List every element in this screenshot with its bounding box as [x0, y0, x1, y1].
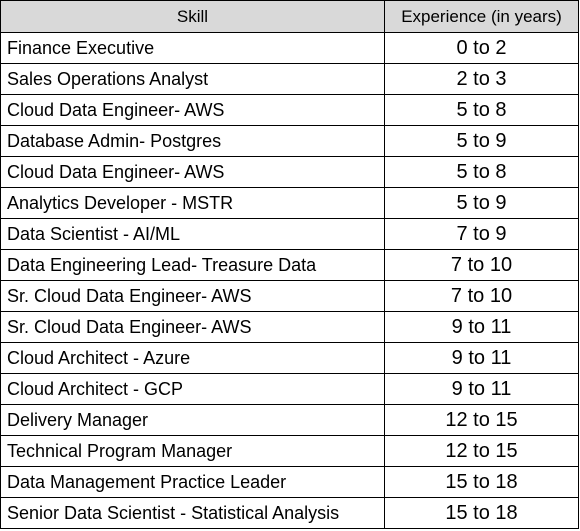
table-row: Data Management Practice Leader 15 to 18 [0, 466, 579, 498]
skill-cell: Data Scientist - AI/ML [0, 218, 385, 250]
experience-cell: 15 to 18 [384, 497, 579, 529]
table-row: Delivery Manager 12 to 15 [0, 404, 579, 436]
table-header: Skill Experience (in years) [0, 0, 579, 33]
experience-cell: 0 to 2 [384, 32, 579, 64]
experience-cell: 7 to 10 [384, 280, 579, 312]
experience-cell: 7 to 9 [384, 218, 579, 250]
experience-cell: 9 to 11 [384, 311, 579, 343]
experience-cell: 12 to 15 [384, 404, 579, 436]
skill-cell: Finance Executive [0, 32, 385, 64]
skill-cell: Sr. Cloud Data Engineer- AWS [0, 280, 385, 312]
skill-cell: Technical Program Manager [0, 435, 385, 467]
skill-cell: Data Engineering Lead- Treasure Data [0, 249, 385, 281]
table-row: Sales Operations Analyst 2 to 3 [0, 63, 579, 95]
table-row: Sr. Cloud Data Engineer- AWS 7 to 10 [0, 280, 579, 312]
header-row: Skill Experience (in years) [0, 0, 579, 33]
experience-cell: 5 to 8 [384, 156, 579, 188]
experience-cell: 5 to 9 [384, 187, 579, 219]
table-row: Finance Executive 0 to 2 [0, 32, 579, 64]
experience-cell: 5 to 9 [384, 125, 579, 157]
skill-cell: Database Admin- Postgres [0, 125, 385, 157]
experience-column-header: Experience (in years) [384, 0, 579, 33]
table-row: Cloud Architect - Azure 9 to 11 [0, 342, 579, 374]
skill-cell: Delivery Manager [0, 404, 385, 436]
experience-cell: 5 to 8 [384, 94, 579, 126]
table-row: Data Scientist - AI/ML 7 to 9 [0, 218, 579, 250]
table-row: Technical Program Manager 12 to 15 [0, 435, 579, 467]
skill-cell: Sr. Cloud Data Engineer- AWS [0, 311, 385, 343]
skill-cell: Sales Operations Analyst [0, 63, 385, 95]
table-row: Analytics Developer - MSTR 5 to 9 [0, 187, 579, 219]
skill-cell: Cloud Data Engineer- AWS [0, 156, 385, 188]
skill-column-header: Skill [0, 0, 385, 33]
table-row: Cloud Architect - GCP 9 to 11 [0, 373, 579, 405]
table-row: Sr. Cloud Data Engineer- AWS 9 to 11 [0, 311, 579, 343]
experience-cell: 2 to 3 [384, 63, 579, 95]
skill-cell: Senior Data Scientist - Statistical Anal… [0, 497, 385, 529]
experience-cell: 9 to 11 [384, 342, 579, 374]
skill-cell: Cloud Data Engineer- AWS [0, 94, 385, 126]
table-row: Senior Data Scientist - Statistical Anal… [0, 497, 579, 529]
table-row: Database Admin- Postgres 5 to 9 [0, 125, 579, 157]
table-row: Cloud Data Engineer- AWS 5 to 8 [0, 94, 579, 126]
skill-cell: Data Management Practice Leader [0, 466, 385, 498]
table-row: Data Engineering Lead- Treasure Data 7 to… [0, 249, 579, 281]
experience-cell: 7 to 10 [384, 249, 579, 281]
skill-cell: Cloud Architect - Azure [0, 342, 385, 374]
skill-cell: Cloud Architect - GCP [0, 373, 385, 405]
experience-cell: 9 to 11 [384, 373, 579, 405]
experience-cell: 12 to 15 [384, 435, 579, 467]
skill-cell: Analytics Developer - MSTR [0, 187, 385, 219]
table-row: Cloud Data Engineer- AWS 5 to 8 [0, 156, 579, 188]
table-body: Finance Executive 0 to 2 Sales Operations … [0, 32, 579, 529]
experience-cell: 15 to 18 [384, 466, 579, 498]
